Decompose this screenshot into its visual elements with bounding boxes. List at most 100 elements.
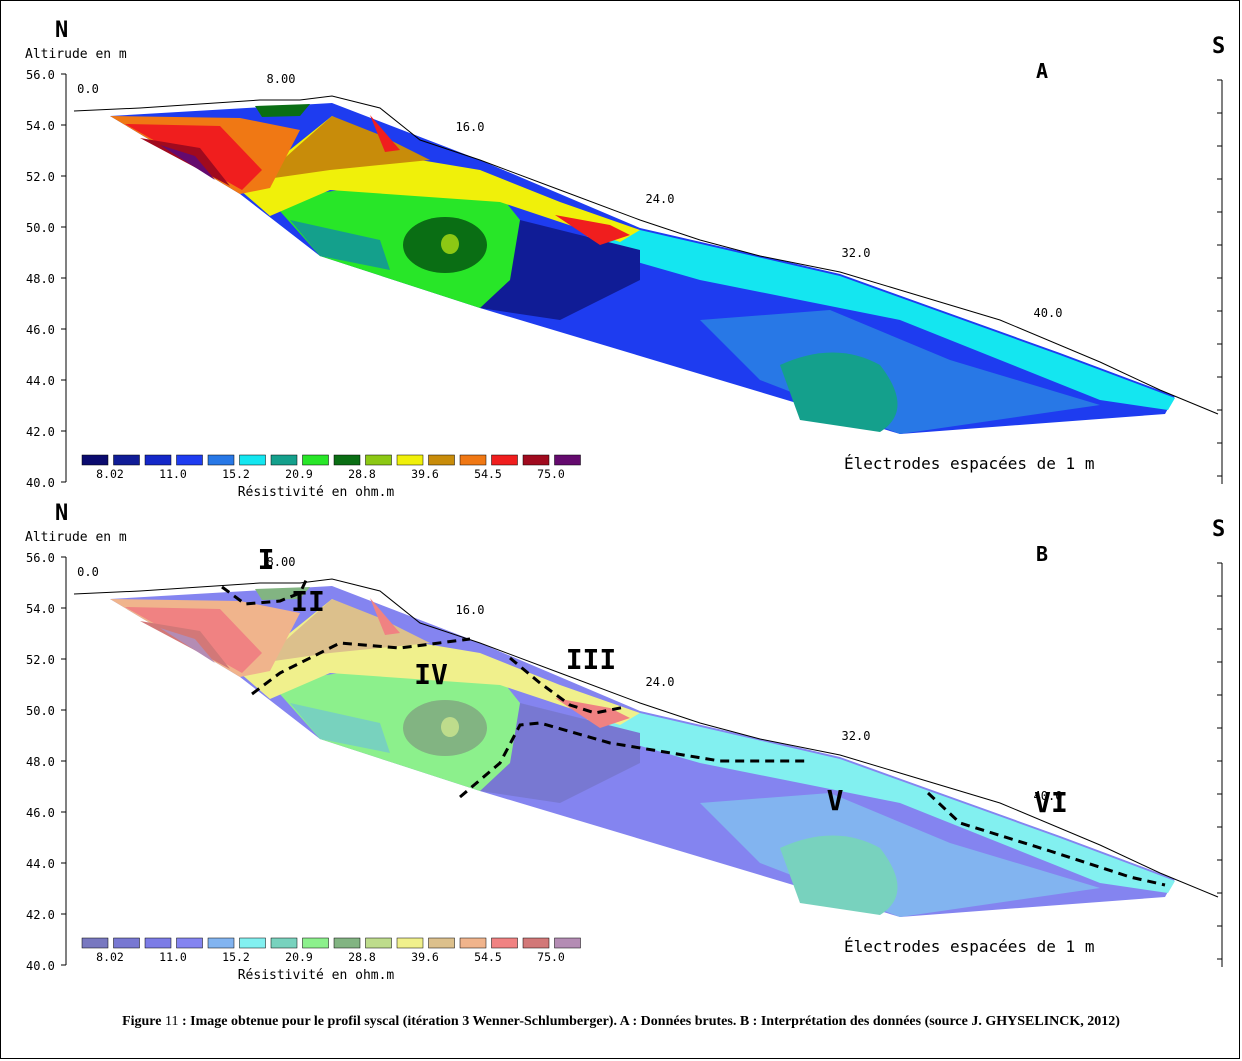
legend-value: 8.02	[96, 467, 124, 481]
layer-left-core	[160, 628, 215, 663]
legend-swatch	[302, 454, 329, 466]
layer-upper-right	[560, 230, 1175, 410]
layer-iv	[270, 653, 520, 791]
legend-value: 54.5	[474, 467, 502, 481]
layer-lower-right	[700, 793, 1100, 917]
distance-label: 40.0	[1034, 789, 1063, 803]
zone-vi-boundary	[926, 791, 1166, 887]
y-tick-label: 56.0	[26, 551, 55, 565]
south-label: S	[1212, 517, 1225, 542]
distance-label: 16.0	[456, 603, 485, 617]
north-label: N	[55, 503, 68, 526]
legend-swatch	[270, 454, 298, 466]
distance-label: 40.0	[1034, 306, 1063, 320]
resistivity-section	[110, 103, 1175, 434]
legend-value: 39.6	[411, 950, 439, 964]
panel-letter: B	[1036, 542, 1048, 566]
legend-value: 20.9	[285, 467, 313, 481]
layer-ii	[260, 599, 430, 663]
legend-swatch	[81, 454, 109, 466]
legend-swatch	[270, 937, 298, 949]
distance-label: 32.0	[842, 729, 871, 743]
legend-swatch	[554, 937, 581, 949]
legend-swatch	[459, 937, 487, 949]
legend-swatch	[239, 937, 266, 949]
layer-iv-edge	[290, 703, 390, 753]
core-iv-center	[441, 234, 459, 254]
legend-value: 15.2	[222, 950, 250, 964]
panel-letter: A	[1036, 59, 1048, 83]
y-tick-label: 46.0	[26, 323, 55, 337]
y-tick-label: 48.0	[26, 755, 55, 769]
zone-label-iv: IV	[414, 658, 448, 691]
legend-value: 75.0	[537, 950, 565, 964]
legend-swatch	[522, 937, 550, 949]
layer-ii	[260, 116, 430, 180]
legend-value: 11.0	[159, 467, 187, 481]
legend-swatch	[459, 454, 487, 466]
north-label: N	[55, 20, 68, 43]
legend-swatch	[491, 937, 518, 949]
y-tick-label: 42.0	[26, 908, 55, 922]
legend-swatch	[522, 454, 550, 466]
anomaly-v	[780, 352, 898, 432]
legend-swatch	[365, 454, 392, 466]
caption-prefix: Figure	[122, 1014, 162, 1029]
y-tick-label: 50.0	[26, 704, 55, 718]
legend-swatch	[396, 454, 424, 466]
legend-value: 54.5	[474, 950, 502, 964]
legend-swatch	[302, 937, 329, 949]
legend-swatch	[207, 454, 235, 466]
distance-label: 0.0	[77, 82, 99, 96]
y-tick-label: 50.0	[26, 221, 55, 235]
resistivity-panel-a: N S A Altirude en m 56.0 54.0 52.0 50.0 48.0 46.0…	[25, 20, 1225, 500]
distance-label: 0.0	[77, 565, 99, 579]
legend-swatch	[396, 937, 424, 949]
legend-swatch	[207, 937, 235, 949]
anomaly-i	[255, 104, 310, 117]
y-tick-label: 42.0	[26, 425, 55, 439]
legend-swatch	[554, 454, 581, 466]
layer-iv	[270, 170, 520, 308]
legend-value: 39.6	[411, 467, 439, 481]
legend-value: 8.02	[96, 950, 124, 964]
legend-swatch	[365, 937, 392, 949]
distance-label: 24.0	[646, 192, 675, 206]
distance-label: 8.00	[267, 72, 296, 86]
legend-swatch	[176, 454, 203, 466]
legend-value: 11.0	[159, 950, 187, 964]
distance-label: 24.0	[646, 675, 675, 689]
anomaly-top-red	[370, 598, 400, 635]
anomaly-iii	[555, 215, 630, 245]
zone-label-ii: II	[291, 585, 325, 618]
legend-swatch	[144, 937, 172, 949]
zone-iv-v-boundary	[459, 721, 810, 799]
legend-value: 28.8	[348, 950, 376, 964]
resistivity-section	[110, 586, 1175, 917]
y-axis-label: Altirude en m	[25, 47, 127, 62]
y-tick-label: 44.0	[26, 374, 55, 388]
legend-swatch	[333, 454, 361, 466]
zone-i-boundary	[221, 575, 310, 606]
zone-ii-iv-boundary	[251, 637, 471, 696]
anomaly-top-red	[370, 115, 400, 152]
legend-swatch	[428, 937, 455, 949]
distance-label: 8.00	[267, 555, 296, 569]
core-iv-center	[441, 717, 459, 737]
legend-value: 20.9	[285, 950, 313, 964]
y-tick-label: 52.0	[26, 653, 55, 667]
legend-swatch	[333, 937, 361, 949]
distance-label: 32.0	[842, 246, 871, 260]
legend-swatch	[176, 937, 203, 949]
zone-label-iii: III	[566, 643, 617, 676]
legend-value: 28.8	[348, 467, 376, 481]
anomaly-i	[255, 587, 310, 600]
south-label: S	[1212, 34, 1225, 59]
electrode-note: Électrodes espacées de 1 m	[844, 454, 1094, 473]
legend-value: 15.2	[222, 467, 250, 481]
zone-iii-boundary	[509, 656, 626, 715]
distance-label: 16.0	[456, 120, 485, 134]
caption-text: : Image obtenue pour le profil syscal (i…	[181, 1014, 1120, 1029]
y-tick-label: 44.0	[26, 857, 55, 871]
